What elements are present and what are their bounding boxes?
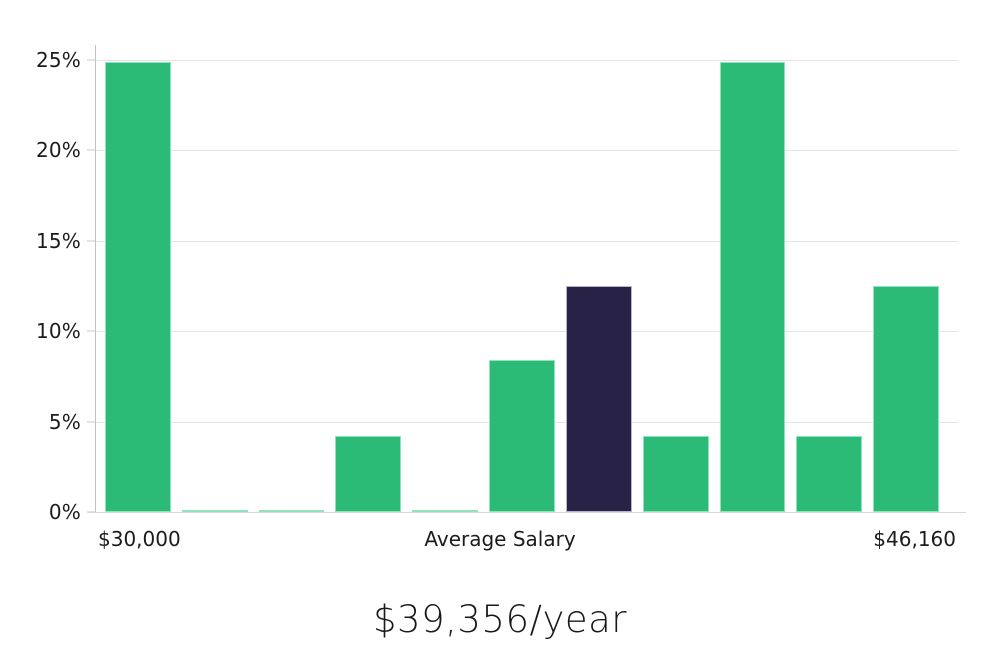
x-axis-labels: $30,000 Average Salary $46,160 (0, 527, 1000, 567)
y-axis-tick-mark (87, 240, 95, 242)
bar[interactable] (258, 510, 325, 512)
x-axis-label-max: $46,160 (873, 527, 956, 551)
bar[interactable] (719, 61, 786, 512)
y-axis-tick-mark (87, 59, 95, 61)
y-axis: 0% 5% 10% 15% 20% 25% (0, 0, 95, 575)
bar[interactable] (181, 510, 248, 512)
y-axis-spine (95, 45, 96, 513)
gridline (96, 331, 958, 333)
gridline (96, 60, 958, 61)
bar[interactable] (489, 360, 555, 512)
average-salary-caption: $39,356/year (372, 598, 627, 641)
gridline (96, 150, 958, 152)
plot-area: 0% 5% 10% 15% 20% 25% (0, 0, 966, 575)
x-axis-label-min: $30,000 (98, 527, 181, 551)
bar[interactable] (335, 436, 402, 512)
y-axis-tick-mark (87, 330, 95, 332)
bar[interactable] (105, 61, 171, 512)
bar[interactable] (873, 286, 939, 512)
gridline (96, 240, 958, 242)
y-axis-tick-label: 10% (35, 319, 81, 344)
bar-highlighted[interactable] (565, 286, 632, 512)
bar[interactable] (796, 436, 863, 512)
axis-baseline (88, 512, 966, 513)
x-axis-title: Average Salary (424, 527, 576, 551)
bar[interactable] (642, 436, 709, 512)
bars-layer (105, 61, 939, 512)
y-axis-tick-label: 15% (35, 228, 81, 253)
y-axis-tick-mark (87, 421, 95, 423)
bar[interactable] (412, 510, 479, 512)
y-axis-tick-label: 0% (48, 500, 81, 524)
y-axis-tick-label: 25% (35, 48, 81, 72)
y-axis-tick-mark (87, 149, 95, 151)
y-axis-tick-label: 5% (48, 409, 81, 434)
y-axis-tick-label: 20% (35, 138, 81, 163)
